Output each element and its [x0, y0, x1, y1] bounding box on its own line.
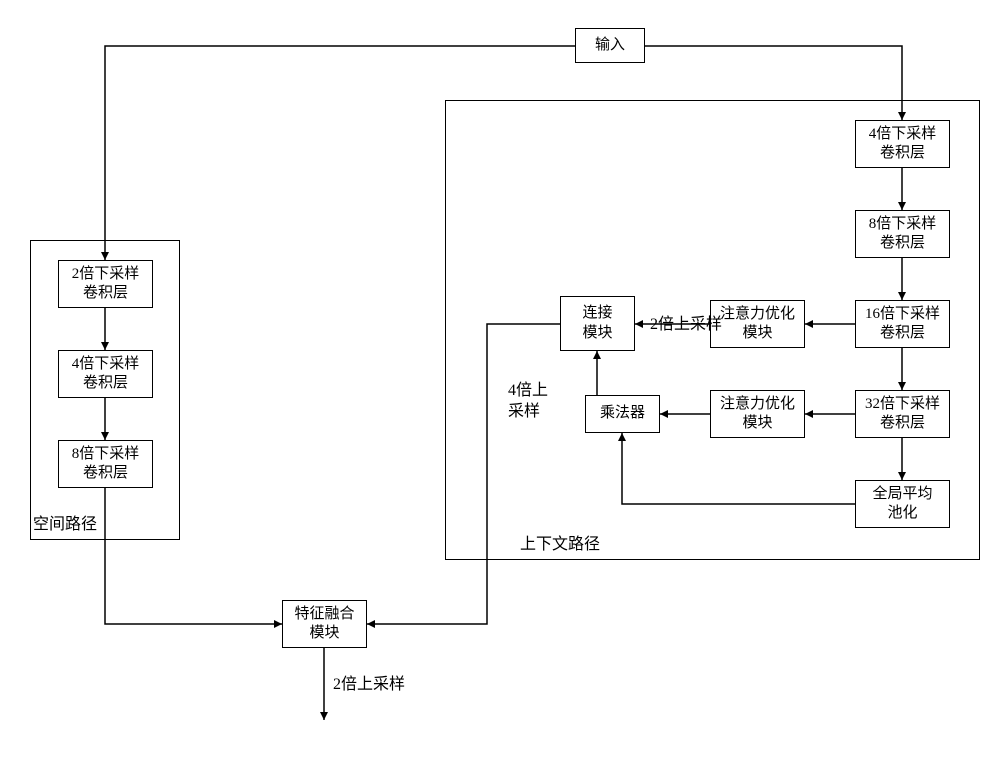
concat-label: 连接 模块: [582, 304, 612, 343]
attn32-node: 注意力优化 模块: [710, 390, 805, 438]
sp-conv8-node: 8倍下采样 卷积层: [58, 440, 153, 488]
ctx-conv32-node: 32倍下采样 卷积层: [855, 390, 950, 438]
ctx-conv16-label: 16倍下采样 卷积层: [865, 305, 940, 344]
sp-conv2-label: 2倍下采样 卷积层: [72, 265, 140, 304]
input-label: 输入: [595, 36, 625, 56]
input-node: 输入: [575, 28, 645, 63]
ctx-conv16-node: 16倍下采样 卷积层: [855, 300, 950, 348]
ctx-conv32-label: 32倍下采样 卷积层: [865, 395, 940, 434]
ctx-conv4-label: 4倍下采样 卷积层: [869, 125, 937, 164]
sp-conv4-node: 4倍下采样 卷积层: [58, 350, 153, 398]
ctx-conv8-node: 8倍下采样 卷积层: [855, 210, 950, 258]
ctx-conv8-label: 8倍下采样 卷积层: [869, 215, 937, 254]
context-path-label: 上下文路径: [520, 530, 600, 554]
gap-node: 全局平均 池化: [855, 480, 950, 528]
attn16-label: 注意力优化 模块: [720, 305, 795, 344]
sp-conv8-label: 8倍下采样 卷积层: [72, 445, 140, 484]
sp-conv2-node: 2倍下采样 卷积层: [58, 260, 153, 308]
concat-node: 连接 模块: [560, 296, 635, 351]
up4x-edge-label: 4倍上 采样: [508, 360, 548, 422]
up2x-out-label: 2倍上采样: [333, 670, 405, 694]
attn32-label: 注意力优化 模块: [720, 395, 795, 434]
ffm-label: 特征融合 模块: [294, 605, 354, 644]
ctx-conv4-node: 4倍下采样 卷积层: [855, 120, 950, 168]
spatial-path-label: 空间路径: [33, 510, 97, 534]
gap-label: 全局平均 池化: [872, 485, 932, 524]
ffm-node: 特征融合 模块: [282, 600, 367, 648]
attn16-node: 注意力优化 模块: [710, 300, 805, 348]
up2x-edge-label: 2倍上采样: [650, 310, 722, 334]
multiplier-node: 乘法器: [585, 395, 660, 433]
multiplier-label: 乘法器: [600, 404, 645, 424]
sp-conv4-label: 4倍下采样 卷积层: [72, 355, 140, 394]
